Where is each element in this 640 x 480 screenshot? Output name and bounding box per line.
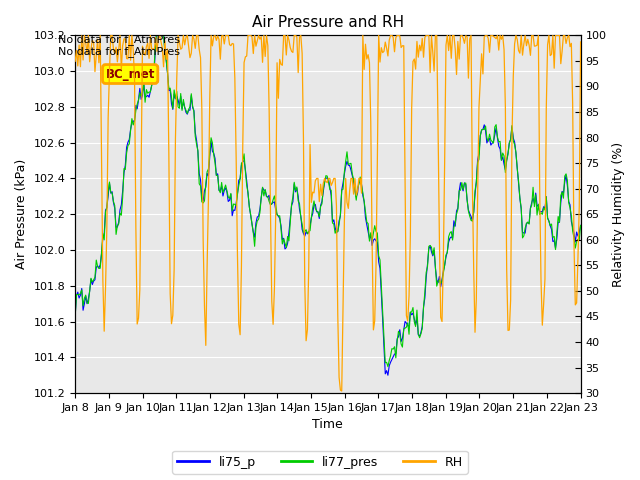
Y-axis label: Air Pressure (kPa): Air Pressure (kPa) (15, 159, 28, 269)
X-axis label: Time: Time (312, 419, 343, 432)
Title: Air Pressure and RH: Air Pressure and RH (252, 15, 404, 30)
Legend: li75_p, li77_pres, RH: li75_p, li77_pres, RH (172, 451, 468, 474)
Y-axis label: Relativity Humidity (%): Relativity Humidity (%) (612, 142, 625, 287)
Text: BC_met: BC_met (106, 68, 155, 81)
Text: No data for f_AtmPres
No data for f_AtmPres: No data for f_AtmPres No data for f_AtmP… (58, 34, 180, 57)
